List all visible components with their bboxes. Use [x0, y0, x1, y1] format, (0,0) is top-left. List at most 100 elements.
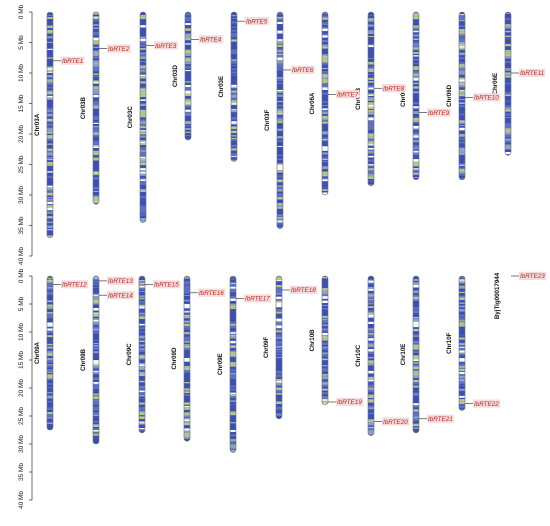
gene-marker-ibrte19: IbRTE19 — [328, 397, 364, 406]
chromosome-chr03b: Chr03B — [80, 11, 100, 205]
gene-marker-layer: IbRTE1 IbRTE2 IbRTE3 IbRTE4 IbRTE5 IbRTE6 IbRT… — [53, 16, 547, 426]
chromosome-chr09c: Chr09C — [126, 275, 146, 434]
chromosome-label: Chr06C — [400, 84, 407, 107]
chromosome-bands — [322, 12, 328, 195]
chromosome-outline — [46, 11, 54, 238]
gene-marker-ibrte20: IbRTE20 — [374, 417, 410, 426]
gene-label-background — [153, 280, 181, 289]
chromosome-outline — [184, 11, 192, 141]
gene-label: IbRTE23 — [520, 273, 545, 280]
gene-label-background — [154, 41, 178, 50]
gene-label-background — [107, 44, 131, 53]
chromosome-label: Chr09B — [80, 348, 87, 371]
axis-layer: 0 Mb 5 Mb 10 Mb 15 Mb 20 Mb 25 Mb 30 Mb 35 Mb 40… — [18, 4, 33, 509]
chromosome-chr03f: Chr03F — [264, 11, 284, 229]
chromosome-bands — [230, 276, 236, 453]
axis-tick-label: 10 Mb — [18, 323, 25, 341]
gene-label: IbRTE22 — [474, 401, 499, 408]
chromosome-label: Chr03D — [172, 65, 179, 88]
chromosome-bands — [413, 12, 419, 180]
gene-label: IbRTE12 — [62, 282, 87, 289]
chromosome-outline — [46, 275, 54, 431]
gene-marker-ibrte6: IbRTE6 — [283, 65, 315, 74]
chromosome-chr09e: Chr09E — [217, 275, 237, 453]
gene-label-background — [244, 294, 272, 303]
gene-label: IbRTE16 — [199, 290, 224, 297]
gene-label-background — [473, 399, 501, 408]
chromosome-outline — [276, 11, 284, 229]
gene-label-background — [291, 65, 315, 74]
chromosome-chr09f: Chr09F — [263, 275, 283, 420]
gene-label: IbRTE10 — [474, 95, 499, 102]
chromosome-bands — [276, 276, 282, 419]
gene-label-background — [107, 290, 135, 300]
gene-marker-ibrte23: IbRTE23 — [511, 271, 547, 280]
axis-tick-label: 30 Mb — [18, 186, 25, 204]
chromosome-bands — [140, 12, 146, 223]
gene-label-background — [198, 288, 226, 297]
chromosome-bands — [93, 12, 99, 205]
chromosome-chr06e: Chr06E — [492, 11, 512, 156]
gene-label-background — [519, 68, 546, 77]
chromosome-bands — [47, 276, 53, 430]
axis-tick-label: 30 Mb — [18, 435, 25, 453]
chromosome-chr03d: Chr03D — [172, 11, 192, 141]
chromosome-outline — [412, 275, 420, 434]
chromosome-chr09b: Chr09B — [80, 275, 100, 445]
gene-label: IbRTE18 — [291, 287, 316, 294]
chromosome-label: ByjTig00017944 — [494, 272, 501, 319]
chromosome-bands — [185, 12, 191, 141]
axis-tick-label: 35 Mb — [18, 463, 25, 481]
chromosome-label: Chr03F — [264, 109, 271, 131]
chromosome-outline — [412, 11, 420, 181]
gene-marker-ibrte10: IbRTE10 — [465, 93, 501, 102]
gene-label-background — [336, 90, 360, 99]
gene-label-background — [245, 16, 269, 26]
gene-label: IbRTE8 — [383, 85, 405, 92]
chromosome-bands — [231, 12, 237, 162]
chromosome-bands — [184, 276, 190, 442]
chromosome-bands — [505, 12, 511, 156]
chromosome-chr09a: Chr09A — [34, 275, 54, 431]
gene-marker-ibrte12: IbRTE12 — [53, 280, 89, 289]
chromosome-label: Chr06A — [309, 92, 316, 115]
gene-label: IbRTE4 — [200, 37, 222, 44]
chromosome-chr03c: Chr03C — [127, 11, 147, 223]
gene-marker-ibrte9: IbRTE9 — [419, 108, 451, 117]
chromosome-label: Chr03A — [34, 113, 41, 136]
chromosome-chr09d: Chr09D — [171, 275, 191, 442]
axis-tick-label: 5 Mb — [18, 35, 25, 50]
gene-label-background — [519, 271, 547, 280]
axis-tick-label: 25 Mb — [18, 155, 25, 173]
chromosome-outline — [138, 275, 146, 434]
chromosome-outline — [367, 275, 375, 436]
axis-tick-label: 20 Mb — [18, 125, 25, 143]
gene-label: IbRTE15 — [154, 282, 179, 289]
chromosome-chr06a: Chr06A — [309, 11, 329, 196]
axis-tick-label: 10 Mb — [18, 64, 25, 82]
chromosome-outline — [458, 11, 466, 181]
chromosome-chr06b: Chr06B — [355, 11, 375, 187]
chromosome-bands — [459, 12, 465, 180]
chromosome-label: Chr06D — [446, 84, 453, 107]
gene-label: IbRTE7 — [337, 92, 359, 99]
gene-label-background — [290, 285, 318, 294]
chromosome-byjtig00017944: ByjTig00017944 — [494, 272, 501, 319]
axis-tick-label: 35 Mb — [18, 216, 25, 234]
chromosome-label: Chr03B — [80, 97, 87, 120]
gene-label: IbRTE5 — [246, 18, 268, 25]
gene-marker-ibrte7: IbRTE7 — [328, 90, 360, 99]
axis-tick-label: 15 Mb — [18, 94, 25, 112]
chromosome-label: Chr10C — [355, 344, 362, 367]
chromosome-label: Chr09A — [34, 341, 41, 364]
gene-label-background — [61, 56, 85, 65]
chromosome-label: Chr06B — [355, 87, 362, 110]
gene-label: IbRTE17 — [245, 296, 270, 303]
gene-marker-ibrte13: IbRTE13 — [99, 276, 135, 285]
chromosome-label: Chr09D — [171, 347, 178, 370]
gene-marker-ibrte15: IbRTE15 — [145, 280, 181, 289]
chromosome-bands — [93, 276, 99, 444]
gene-marker-ibrte3: IbRTE3 — [146, 41, 178, 50]
chromosome-label: Chr03C — [127, 106, 134, 129]
chromosome-label: Chr10E — [400, 344, 407, 366]
